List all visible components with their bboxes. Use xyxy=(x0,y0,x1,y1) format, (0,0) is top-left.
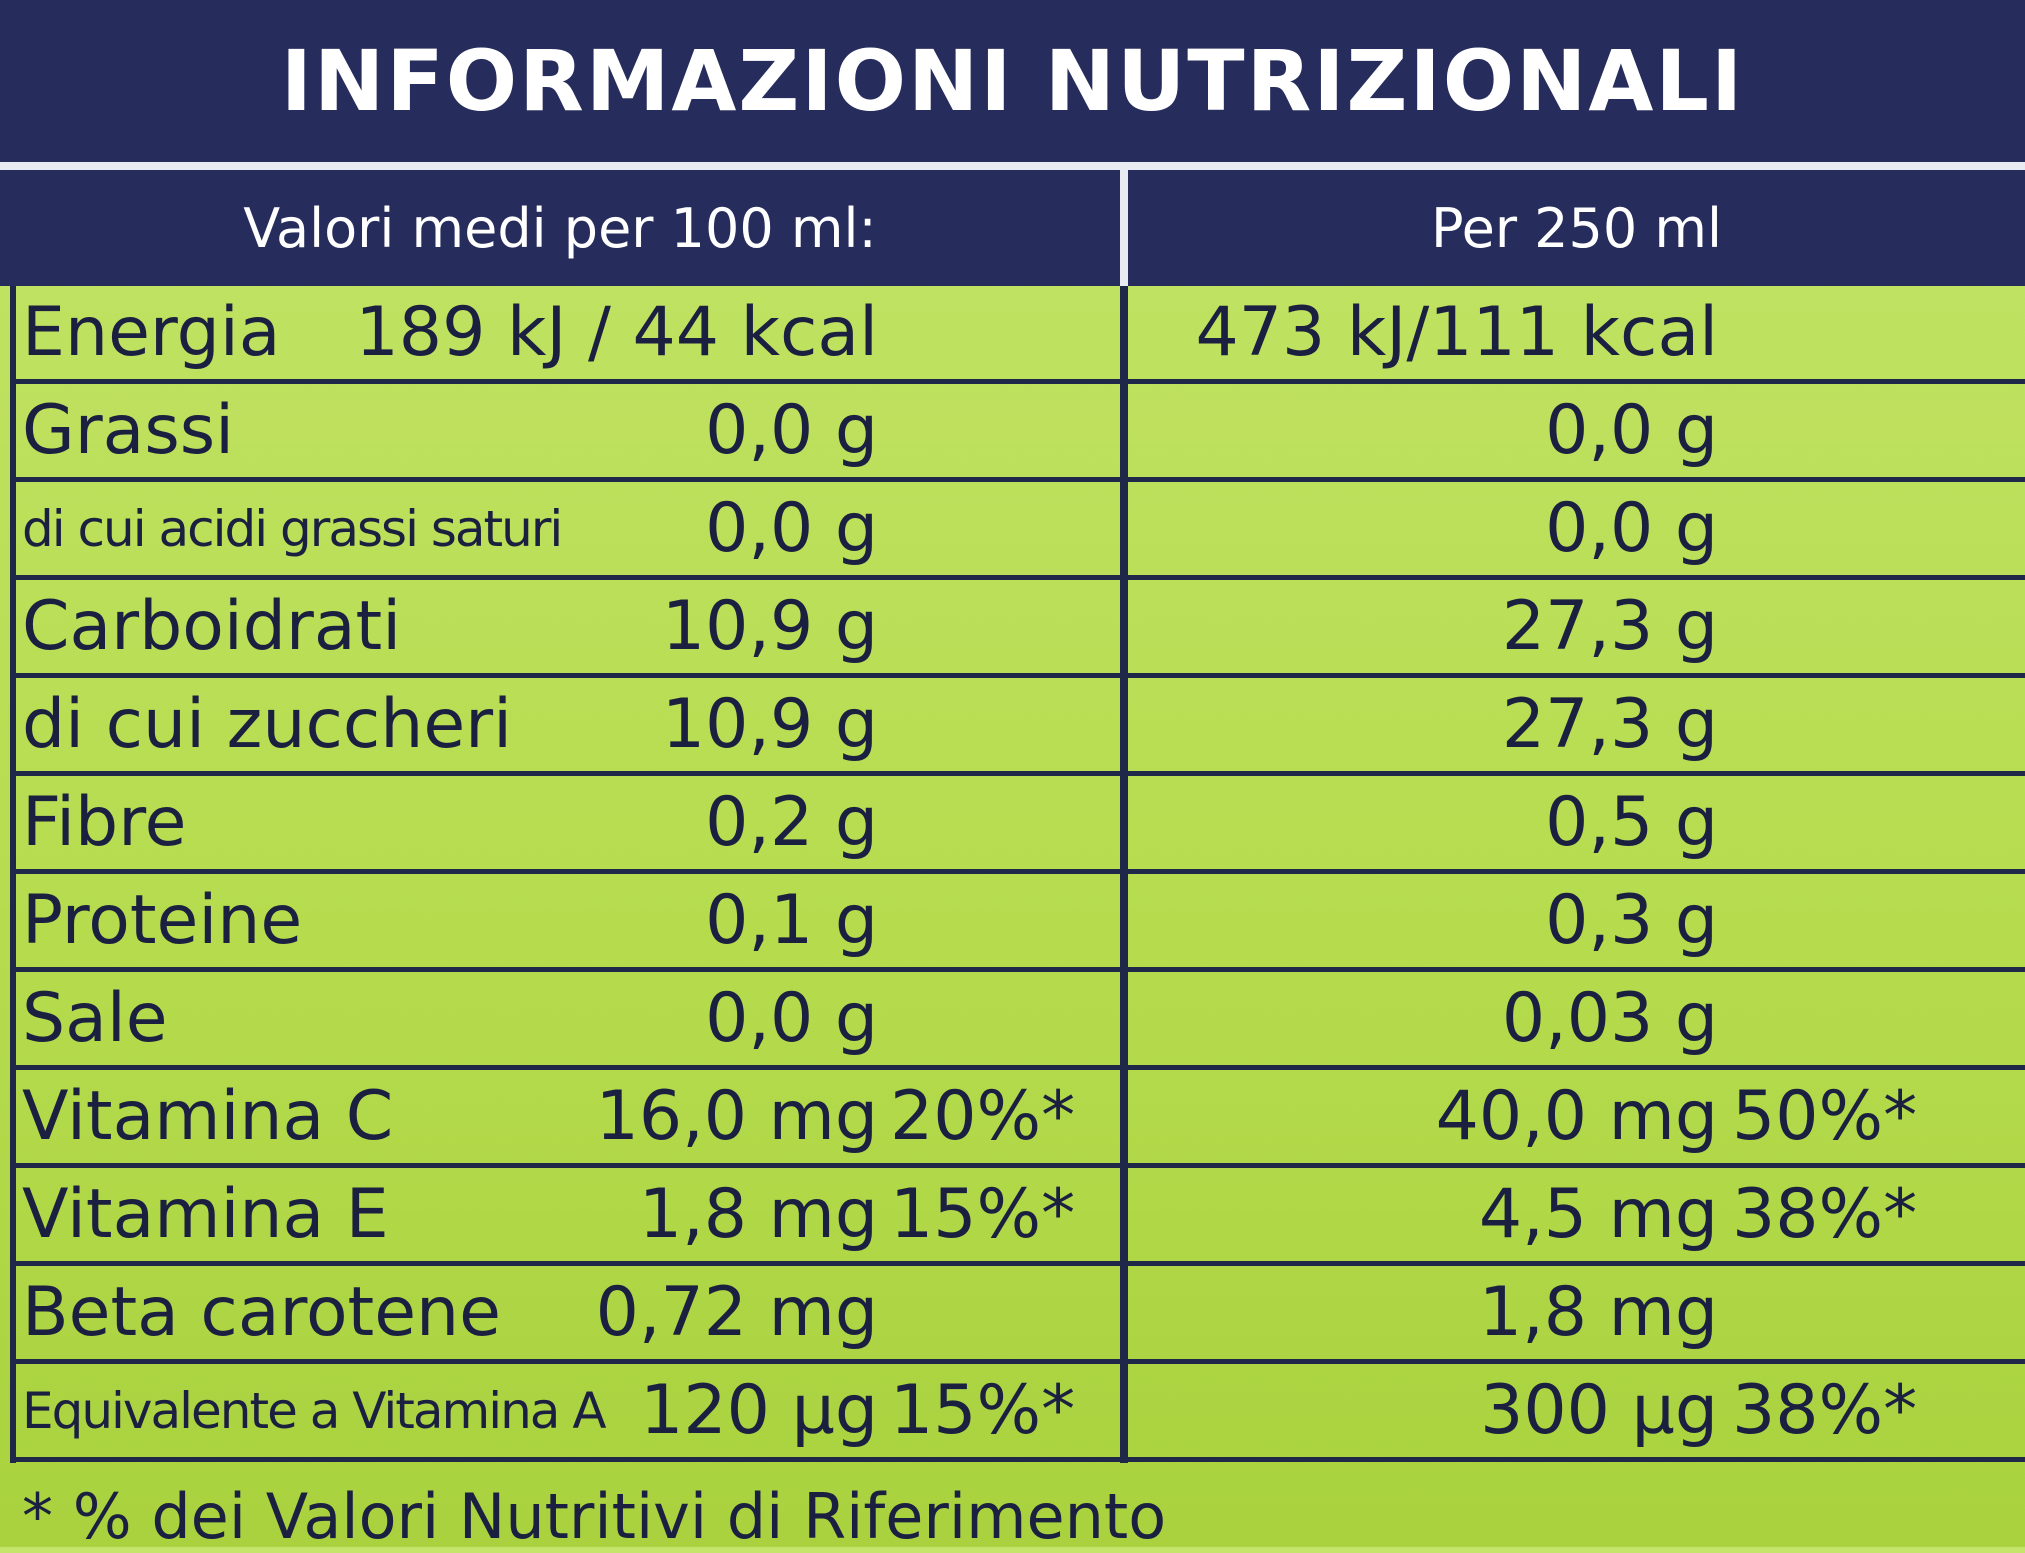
amount-100ml: 10,9 g xyxy=(661,685,878,764)
nutrition-table: Energia 189 kJ / 44 kcal 473 kJ/111 kcal Gr… xyxy=(10,286,2025,1463)
amount-100ml: 189 kJ / 44 kcal xyxy=(355,293,878,372)
separator xyxy=(0,162,2025,170)
row-label: Proteine xyxy=(22,881,303,960)
amount-100ml: 120 µg xyxy=(640,1371,878,1450)
table-row: Carboidrati 10,9 g 27,3 g xyxy=(10,580,2025,678)
column-header: Valori medi per 100 ml: Per 250 ml xyxy=(0,170,2025,286)
table-row: di cui zuccheri 10,9 g 27,3 g xyxy=(10,678,2025,776)
table-row: di cui acidi grassi saturi 0,0 g 0,0 g xyxy=(10,482,2025,580)
pct-250ml: 38%* xyxy=(1732,1175,1918,1254)
amount-100ml: 0,0 g xyxy=(705,979,878,1058)
table-row: Equivalente a Vitamina A 120 µg 15%* 300 µg… xyxy=(10,1364,2025,1462)
footnote: * % dei Valori Nutritivi di Riferimento xyxy=(22,1480,1167,1553)
row-label: Vitamina E xyxy=(22,1175,389,1254)
table-row: Fibre 0,2 g 0,5 g xyxy=(10,776,2025,874)
amount-250ml: 0,3 g xyxy=(1545,881,1718,960)
table-row: Vitamina E 1,8 mg 15%* 4,5 mg 38%* xyxy=(10,1168,2025,1266)
column-title: Valori medi per 100 ml: xyxy=(243,196,877,260)
row-label: di cui zuccheri xyxy=(22,685,513,764)
pct-250ml: 38%* xyxy=(1732,1371,1918,1450)
amount-250ml: 0,0 g xyxy=(1545,489,1718,568)
row-label: Grassi xyxy=(22,391,235,470)
row-label: Equivalente a Vitamina A xyxy=(22,1381,607,1440)
table-row: Proteine 0,1 g 0,3 g xyxy=(10,874,2025,972)
table-row: Vitamina C 16,0 mg 20%* 40,0 mg 50%* xyxy=(10,1070,2025,1168)
border xyxy=(10,286,16,1463)
amount-100ml: 1,8 mg xyxy=(638,1175,878,1254)
pct-100ml: 20%* xyxy=(890,1077,1076,1156)
amount-100ml: 0,0 g xyxy=(705,391,878,470)
pct-250ml: 50%* xyxy=(1732,1077,1918,1156)
table-row: Beta carotene 0,72 mg 1,8 mg xyxy=(10,1266,2025,1364)
amount-100ml: 10,9 g xyxy=(661,587,878,666)
amount-250ml: 40,0 mg xyxy=(1435,1077,1718,1156)
table-row: Energia 189 kJ / 44 kcal 473 kJ/111 kcal xyxy=(10,286,2025,384)
amount-250ml: 4,5 mg xyxy=(1478,1175,1718,1254)
row-label: Sale xyxy=(22,979,168,1058)
amount-250ml: 27,3 g xyxy=(1501,685,1718,764)
row-label: Beta carotene xyxy=(22,1273,501,1352)
amount-100ml: 16,0 mg xyxy=(595,1077,878,1156)
amount-250ml: 0,03 g xyxy=(1501,979,1718,1058)
amount-250ml: 0,0 g xyxy=(1545,391,1718,470)
divider xyxy=(1120,286,1128,1463)
row-label: Energia xyxy=(22,293,281,372)
pct-100ml: 15%* xyxy=(890,1175,1076,1254)
row-label: Carboidrati xyxy=(22,587,402,666)
amount-100ml: 0,2 g xyxy=(705,783,878,862)
table-row: Grassi 0,0 g 0,0 g xyxy=(10,384,2025,482)
pct-100ml: 15%* xyxy=(890,1371,1076,1450)
amount-100ml: 0,72 mg xyxy=(595,1273,878,1352)
amount-100ml: 0,0 g xyxy=(705,489,878,568)
amount-100ml: 0,1 g xyxy=(705,881,878,960)
amount-250ml: 27,3 g xyxy=(1501,587,1718,666)
amount-250ml: 300 µg xyxy=(1480,1371,1718,1450)
title: INFORMAZIONI NUTRIZIONALI xyxy=(0,0,2025,162)
divider xyxy=(1120,170,1128,286)
amount-250ml: 1,8 mg xyxy=(1478,1273,1718,1352)
row-label: di cui acidi grassi saturi xyxy=(22,499,563,558)
row-label: Vitamina C xyxy=(22,1077,394,1156)
column-title: Per 250 ml xyxy=(1430,196,1723,260)
amount-250ml: 473 kJ/111 kcal xyxy=(1195,293,1718,372)
table-row: Sale 0,0 g 0,03 g xyxy=(10,972,2025,1070)
row-label: Fibre xyxy=(22,783,187,862)
amount-250ml: 0,5 g xyxy=(1545,783,1718,862)
